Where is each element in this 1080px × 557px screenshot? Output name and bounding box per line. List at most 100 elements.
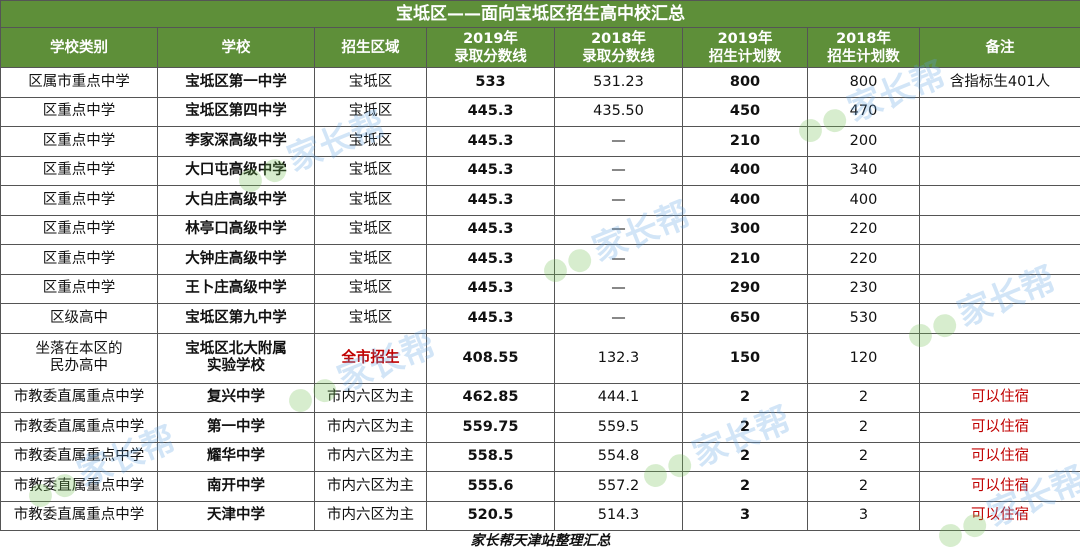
cell-plan2018: 3	[808, 501, 920, 531]
cell-plan2019: 400	[683, 156, 808, 186]
cell-score2018: 531.23	[555, 68, 683, 98]
cell-note: 可以住宿	[920, 501, 1080, 531]
cell-plan2018: 340	[808, 156, 920, 186]
cell-plan2019: 290	[683, 274, 808, 304]
cell-school: 林亭口高级中学	[158, 215, 315, 245]
cell-plan2018: 120	[808, 333, 920, 383]
cell-plan2018: 2	[808, 472, 920, 502]
cell-score2018: 132.3	[555, 333, 683, 383]
cell-score2018: —	[555, 304, 683, 334]
cell-score2019: 520.5	[427, 501, 555, 531]
cell-plan2018: 530	[808, 304, 920, 334]
table-row: 区重点中学 林亭口高级中学 宝坻区 445.3 — 300 220	[1, 215, 1080, 245]
cell-area: 宝坻区	[315, 186, 427, 216]
cell-type: 区重点中学	[1, 274, 158, 304]
cell-score2018: —	[555, 186, 683, 216]
header-type: 学校类别	[1, 28, 158, 68]
cell-plan2019: 300	[683, 215, 808, 245]
cell-score2019: 445.3	[427, 304, 555, 334]
cell-area: 市内六区为主	[315, 472, 427, 502]
cell-score2019: 445.3	[427, 97, 555, 127]
cell-note	[920, 186, 1080, 216]
cell-school: 宝坻区第一中学	[158, 68, 315, 98]
cell-area: 宝坻区	[315, 304, 427, 334]
header-plan2019-line1: 2019年	[718, 31, 773, 47]
cell-score2019: 555.6	[427, 472, 555, 502]
cell-plan2019: 2	[683, 472, 808, 502]
table-row: 市教委直属重点中学 耀华中学 市内六区为主 558.5 554.8 2 2 可以…	[1, 442, 1080, 472]
cell-school: 李家深高级中学	[158, 127, 315, 157]
cell-score2019: 445.3	[427, 186, 555, 216]
cell-note	[920, 245, 1080, 275]
cell-note	[920, 156, 1080, 186]
cell-score2018: —	[555, 156, 683, 186]
cell-plan2018: 230	[808, 274, 920, 304]
cell-note: 含指标生401人	[920, 68, 1080, 98]
header-score2018-line1: 2018年	[591, 31, 646, 47]
table-row: 区重点中学 大钟庄高级中学 宝坻区 445.3 — 210 220	[1, 245, 1080, 275]
header-score2019-line2: 录取分数线	[454, 49, 527, 65]
cell-score2019: 462.85	[427, 383, 555, 413]
cell-plan2019: 450	[683, 97, 808, 127]
cell-school-line2: 实验学校	[207, 358, 265, 374]
cell-school: 南开中学	[158, 472, 315, 502]
cell-score2018: 559.5	[555, 413, 683, 443]
cell-plan2019: 150	[683, 333, 808, 383]
cell-area: 宝坻区	[315, 127, 427, 157]
table-row: 市教委直属重点中学 复兴中学 市内六区为主 462.85 444.1 2 2 可…	[1, 383, 1080, 413]
cell-score2019: 445.3	[427, 156, 555, 186]
cell-score2018: 435.50	[555, 97, 683, 127]
cell-plan2018: 800	[808, 68, 920, 98]
cell-score2019: 558.5	[427, 442, 555, 472]
cell-score2018: 514.3	[555, 501, 683, 531]
cell-score2019: 445.3	[427, 274, 555, 304]
cell-type: 区重点中学	[1, 97, 158, 127]
cell-plan2018: 470	[808, 97, 920, 127]
cell-area: 宝坻区	[315, 156, 427, 186]
header-school: 学校	[158, 28, 315, 68]
cell-plan2018: 200	[808, 127, 920, 157]
table-row: 区重点中学 大口屯高级中学 宝坻区 445.3 — 400 340	[1, 156, 1080, 186]
cell-school: 宝坻区第九中学	[158, 304, 315, 334]
table-row: 区重点中学 李家深高级中学 宝坻区 445.3 — 210 200	[1, 127, 1080, 157]
cell-note	[920, 274, 1080, 304]
cell-type: 区重点中学	[1, 186, 158, 216]
cell-plan2019: 210	[683, 245, 808, 275]
cell-area: 宝坻区	[315, 274, 427, 304]
table-row: 市教委直属重点中学 第一中学 市内六区为主 559.75 559.5 2 2 可…	[1, 413, 1080, 443]
header-score2018: 2018年录取分数线	[555, 28, 683, 68]
cell-type: 区级高中	[1, 304, 158, 334]
header-score2019-line1: 2019年	[463, 31, 518, 47]
cell-type: 坐落在本区的民办高中	[1, 333, 158, 383]
cell-area: 市内六区为主	[315, 501, 427, 531]
cell-note	[920, 97, 1080, 127]
cell-type: 区重点中学	[1, 127, 158, 157]
cell-plan2019: 210	[683, 127, 808, 157]
cell-school: 复兴中学	[158, 383, 315, 413]
cell-type: 市教委直属重点中学	[1, 413, 158, 443]
cell-score2019: 533	[427, 68, 555, 98]
header-plan2019: 2019年招生计划数	[683, 28, 808, 68]
table-row: 区属市重点中学 宝坻区第一中学 宝坻区 533 531.23 800 800 含…	[1, 68, 1080, 98]
cell-type: 区重点中学	[1, 245, 158, 275]
cell-type-line1: 坐落在本区的	[36, 341, 123, 357]
cell-note	[920, 215, 1080, 245]
table-row: 区级高中 宝坻区第九中学 宝坻区 445.3 — 650 530	[1, 304, 1080, 334]
header-row: 学校类别 学校 招生区域 2019年录取分数线 2018年录取分数线 2019年…	[1, 28, 1080, 68]
cell-score2019: 408.55	[427, 333, 555, 383]
cell-area: 宝坻区	[315, 215, 427, 245]
footer-row: 家长帮天津站整理汇总	[1, 531, 1080, 552]
cell-note: 可以住宿	[920, 413, 1080, 443]
cell-type-line2: 民办高中	[50, 358, 108, 374]
cell-area: 市内六区为主	[315, 442, 427, 472]
table-row: 区重点中学 大白庄高级中学 宝坻区 445.3 — 400 400	[1, 186, 1080, 216]
cell-note: 可以住宿	[920, 472, 1080, 502]
cell-plan2019: 3	[683, 501, 808, 531]
table-row: 市教委直属重点中学 天津中学 市内六区为主 520.5 514.3 3 3 可以…	[1, 501, 1080, 531]
cell-note: 可以住宿	[920, 383, 1080, 413]
cell-score2018: —	[555, 215, 683, 245]
cell-school-line1: 宝坻区北大附属	[185, 341, 287, 357]
table-row: 市教委直属重点中学 南开中学 市内六区为主 555.6 557.2 2 2 可以…	[1, 472, 1080, 502]
cell-score2019: 445.3	[427, 245, 555, 275]
cell-score2018: —	[555, 274, 683, 304]
